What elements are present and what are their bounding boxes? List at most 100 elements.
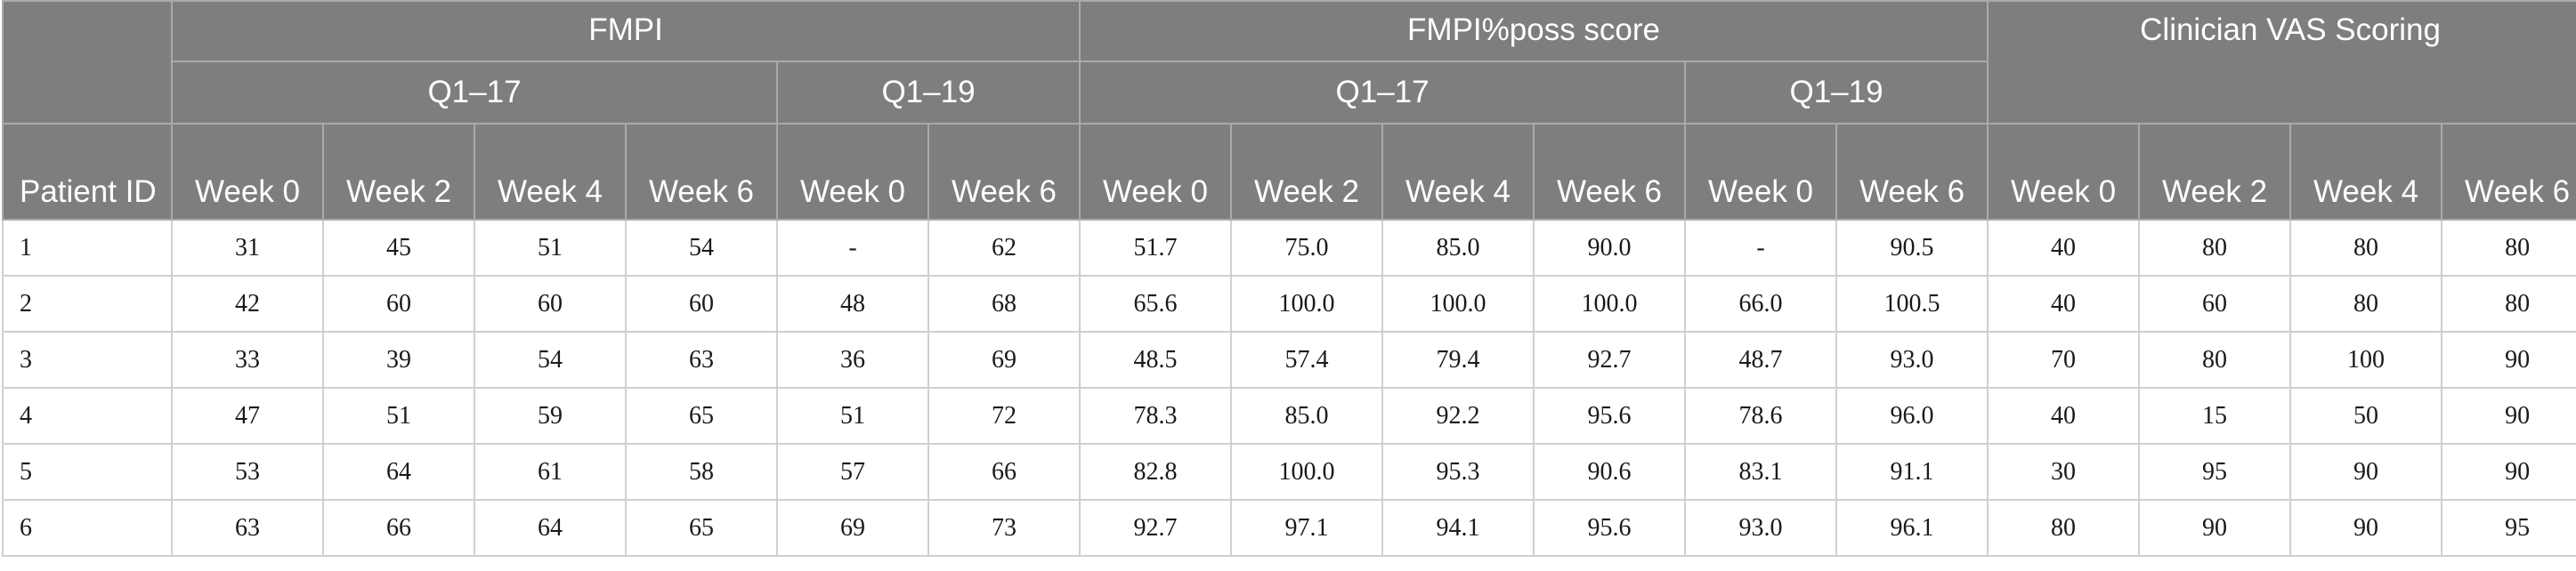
table-cell: 54: [474, 331, 627, 389]
table-cell: 58: [625, 443, 778, 501]
table-cell: 51.7: [1079, 219, 1233, 277]
table-cell: 63: [171, 499, 324, 557]
week-header: Week 0: [1684, 123, 1838, 221]
table-cell: -: [776, 219, 929, 277]
table-cell: 90: [2138, 499, 2292, 557]
patient-id-header: Patient ID: [2, 123, 173, 221]
table-cell: 33: [171, 331, 324, 389]
table-cell: 100: [2289, 331, 2443, 389]
table-cell: 75.0: [1230, 219, 1384, 277]
group-header-fmpi: FMPI: [170, 0, 1081, 62]
table-cell: 66: [322, 499, 475, 557]
table-row: 4 47 51 59 65 51 72 78.3 85.0 92.2 95.6 78.6 96.0 40 1…: [2, 387, 2576, 445]
table-cell: 82.8: [1079, 443, 1233, 501]
table-cell: 65: [625, 499, 778, 557]
table-cell: 48.7: [1684, 331, 1838, 389]
table-cell: 42: [171, 275, 324, 333]
table-cell: 51: [776, 387, 929, 445]
patient-id-cell: 4: [2, 387, 173, 445]
table-cell: 97.1: [1230, 499, 1384, 557]
table-cell: 78.3: [1079, 387, 1233, 445]
table-cell: 80: [2138, 331, 2292, 389]
table-cell: 65.6: [1079, 275, 1233, 333]
patient-id-cell: 6: [2, 499, 173, 557]
patient-id-cell: 3: [2, 331, 173, 389]
table-cell: 60: [474, 275, 627, 333]
table-cell: 53: [171, 443, 324, 501]
table-cell: 64: [474, 499, 627, 557]
table-cell: 95.6: [1533, 387, 1687, 445]
table-cell: 69: [776, 499, 929, 557]
table-cell: 72: [927, 387, 1081, 445]
table-cell: 36: [776, 331, 929, 389]
header-row-groups: FMPI FMPI%poss score Clinician VAS Scori…: [2, 0, 2576, 125]
table-cell: 85.0: [1230, 387, 1384, 445]
table-cell: 96.1: [1835, 499, 1989, 557]
table-cell: 57: [776, 443, 929, 501]
week-header: Week 6: [1835, 123, 1989, 221]
week-header: Week 4: [2289, 123, 2443, 221]
subgroup-header: Q1–19: [1684, 60, 1989, 125]
week-header: Week 6: [625, 123, 778, 221]
table-cell: 83.1: [1684, 443, 1838, 501]
table-cell: 78.6: [1684, 387, 1838, 445]
table-cell: 100.0: [1230, 443, 1384, 501]
week-header: Week 4: [474, 123, 627, 221]
patient-id-cell: 2: [2, 275, 173, 333]
data-table: FMPI FMPI%poss score Clinician VAS Scori…: [2, 0, 2576, 557]
table-row: 5 53 64 61 58 57 66 82.8 100.0 95.3 90.6 83.1 91.1 30…: [2, 443, 2576, 501]
week-header: Week 4: [1381, 123, 1535, 221]
table-cell: 61: [474, 443, 627, 501]
table-cell: 69: [927, 331, 1081, 389]
week-header: Week 6: [2441, 123, 2576, 221]
table-cell: 95.6: [1533, 499, 1687, 557]
table-cell: 65: [625, 387, 778, 445]
group-header-clinician-vas: Clinician VAS Scoring: [1987, 0, 2576, 125]
table-cell: 96.0: [1835, 387, 1989, 445]
table-cell: 90: [2289, 443, 2443, 501]
table-cell: 95: [2441, 499, 2576, 557]
week-header: Week 0: [171, 123, 324, 221]
week-header: Week 0: [1079, 123, 1233, 221]
table-cell: 40: [1987, 387, 2141, 445]
table-cell: 90.5: [1835, 219, 1989, 277]
table-cell: 92.2: [1381, 387, 1535, 445]
week-header: Week 2: [322, 123, 475, 221]
table-cell: 50: [2289, 387, 2443, 445]
table-cell: 79.4: [1381, 331, 1535, 389]
table-cell: 80: [2138, 219, 2292, 277]
table-cell: 40: [1987, 219, 2141, 277]
table-cell: 15: [2138, 387, 2292, 445]
table-cell: 40: [1987, 275, 2141, 333]
week-header: Week 2: [2138, 123, 2292, 221]
table-cell: 66: [927, 443, 1081, 501]
table-cell: 51: [322, 387, 475, 445]
table-row: 6 63 66 64 65 69 73 92.7 97.1 94.1 95.6 93.0 96.1 80 9…: [2, 499, 2576, 557]
header-row-weeks: Patient ID Week 0 Week 2 Week 4 Week 6 W…: [2, 123, 2576, 221]
patient-id-cell: 1: [2, 219, 173, 277]
table-cell: 63: [625, 331, 778, 389]
table-row: 3 33 39 54 63 36 69 48.5 57.4 79.4 92.7 48.7 93.0 70 8…: [2, 331, 2576, 389]
table-cell: 95: [2138, 443, 2292, 501]
week-header: Week 0: [776, 123, 929, 221]
table-cell: 90: [2441, 387, 2576, 445]
table-cell: 94.1: [1381, 499, 1535, 557]
subgroup-header: Q1–17: [1079, 60, 1687, 125]
table-cell: 66.0: [1684, 275, 1838, 333]
corner-header: [2, 0, 173, 125]
table-cell: 60: [322, 275, 475, 333]
table-cell: 100.5: [1835, 275, 1989, 333]
table-cell: 100.0: [1533, 275, 1687, 333]
table-cell: 39: [322, 331, 475, 389]
group-header-fmpi-poss: FMPI%poss score: [1079, 0, 1989, 62]
table-cell: 70: [1987, 331, 2141, 389]
table-cell: 90: [2289, 499, 2443, 557]
table-cell: 30: [1987, 443, 2141, 501]
table-cell: 100.0: [1381, 275, 1535, 333]
week-header: Week 6: [927, 123, 1081, 221]
table-cell: 60: [625, 275, 778, 333]
table-cell: 54: [625, 219, 778, 277]
table-cell: 92.7: [1533, 331, 1687, 389]
table-cell: -: [1684, 219, 1838, 277]
table-cell: 68: [927, 275, 1081, 333]
